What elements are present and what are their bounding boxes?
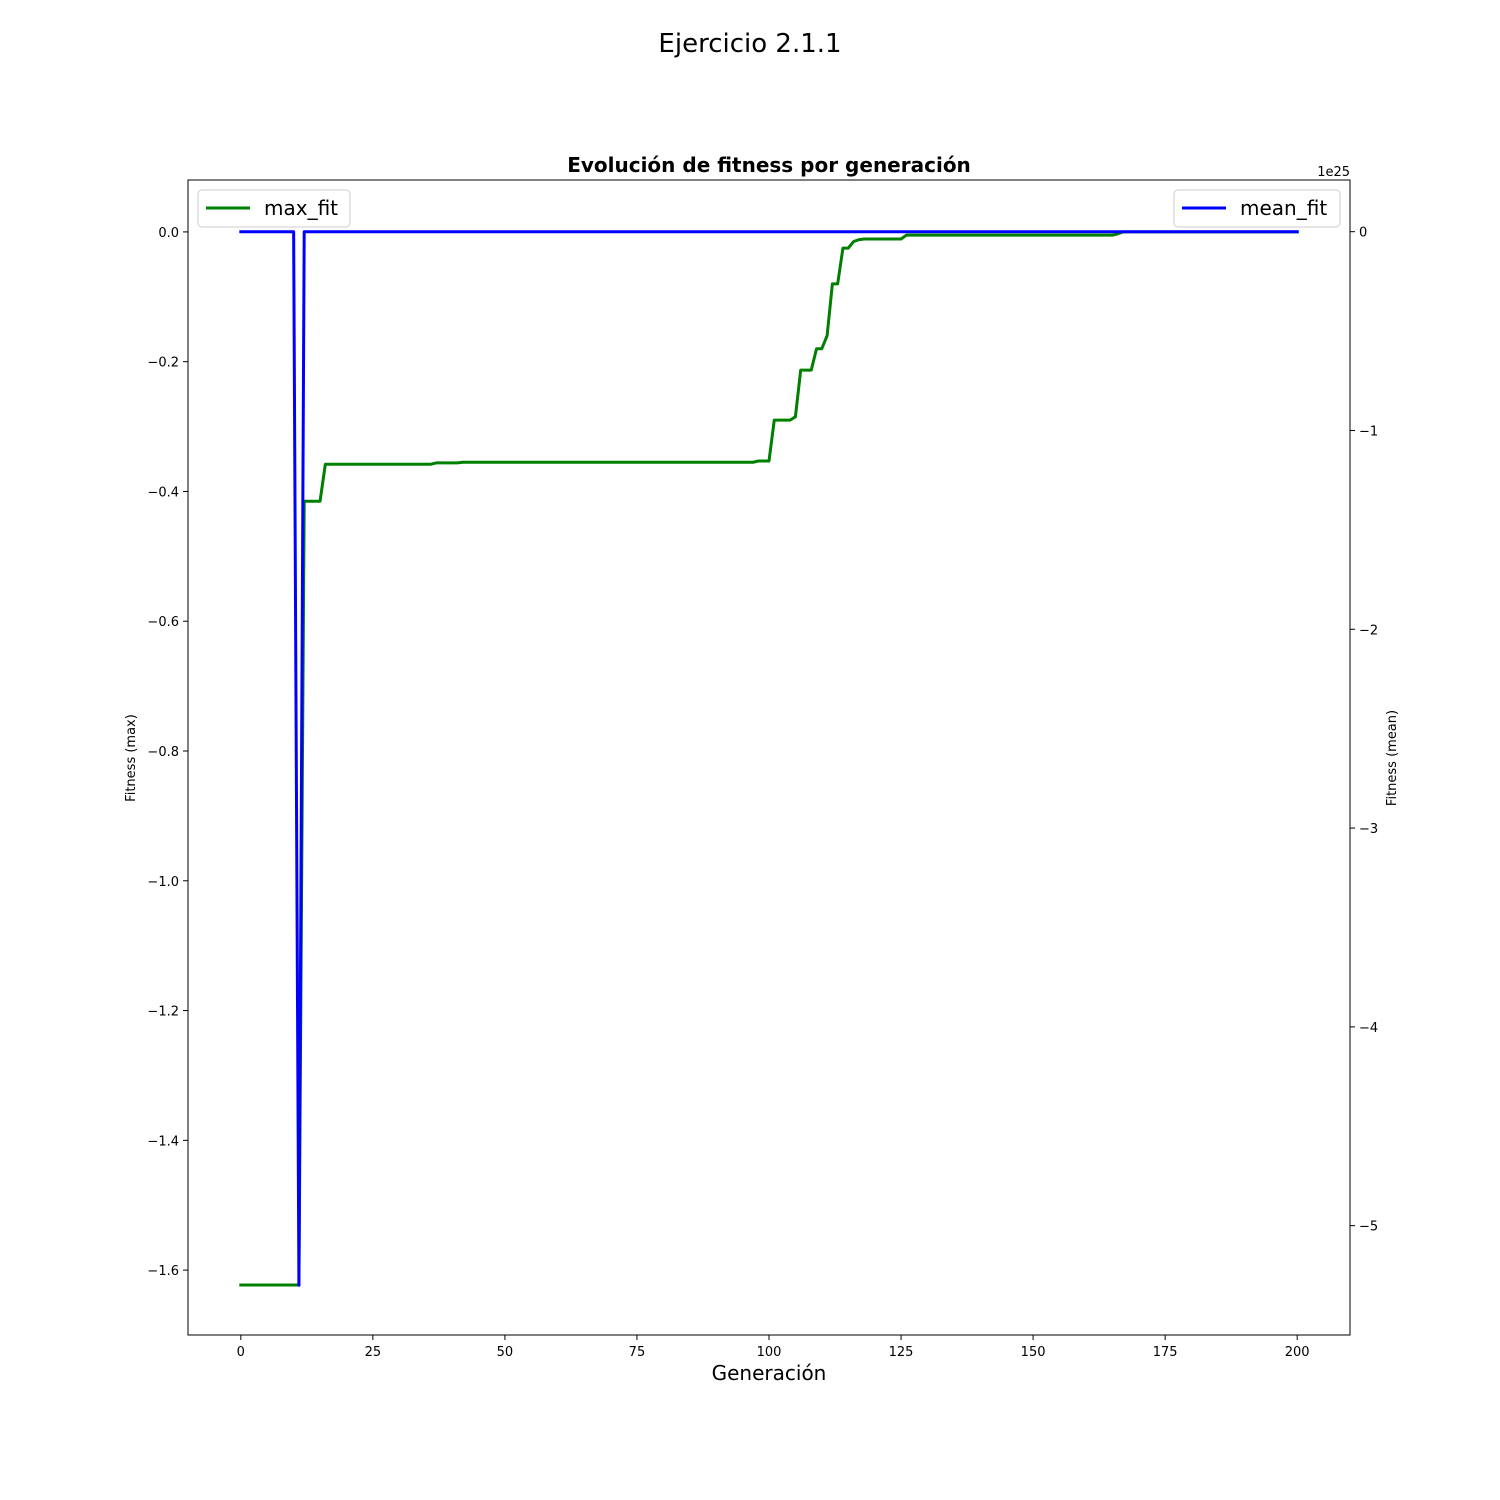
left-tick-label: −1.0: [147, 875, 179, 890]
right-y-axis: 0 −1 −2 −3 −4 −5: [1350, 226, 1378, 1235]
plot-area: [239, 230, 1299, 1287]
right-tick-label: −2: [1359, 623, 1378, 638]
x-axis-label: Generación: [712, 1361, 827, 1385]
series-line-mean-fit: [239, 230, 1299, 1287]
left-y-axis-label: Fitness (max): [124, 714, 139, 802]
x-tick-label: 200: [1285, 1345, 1310, 1360]
figure-suptitle: Ejercicio 2.1.1: [658, 29, 841, 59]
right-tick-label: −3: [1359, 822, 1378, 837]
x-tick-label: 125: [889, 1345, 914, 1360]
series-line-max-fit: [239, 230, 1299, 1287]
x-tick-label: 175: [1153, 1345, 1178, 1360]
left-tick-label: −1.4: [147, 1134, 179, 1149]
x-tick-label: 50: [497, 1345, 514, 1360]
left-tick-label: −0.8: [147, 745, 179, 760]
left-tick-label: −0.6: [147, 615, 179, 630]
x-tick-label: 25: [365, 1345, 382, 1360]
right-tick-label: −4: [1359, 1021, 1378, 1036]
axes-frame: [187, 179, 1351, 1336]
x-tick-label: 75: [629, 1345, 646, 1360]
right-axis-offset-text: 1e25: [1317, 165, 1350, 180]
right-y-axis-label: Fitness (mean): [1385, 710, 1400, 806]
legend-max-fit: max_fit: [197, 189, 351, 228]
left-tick-label: −0.2: [147, 356, 179, 371]
legend-label-mean-fit: mean_fit: [1240, 196, 1327, 220]
x-tick-label: 100: [757, 1345, 782, 1360]
left-y-axis: 0.0 −0.2 −0.4 −0.6 −0.8 −1.0 −1.2 −1.4 −1.6: [147, 226, 188, 1279]
legend-mean-fit: mean_fit: [1173, 189, 1341, 228]
x-axis: 0 25 50 75 100 125 150 175 200: [237, 1335, 1310, 1360]
right-tick-label: −5: [1359, 1220, 1378, 1235]
legend-label-max-fit: max_fit: [264, 196, 338, 220]
legend-box: [1173, 189, 1341, 228]
right-tick-label: 0: [1359, 226, 1367, 241]
left-tick-label: −1.6: [147, 1264, 179, 1279]
left-tick-label: −0.4: [147, 485, 179, 500]
x-tick-label: 150: [1021, 1345, 1046, 1360]
legend-box: [197, 189, 351, 228]
x-tick-label: 0: [237, 1345, 245, 1360]
left-tick-label: 0.0: [158, 226, 179, 241]
chart-title: Evolución de fitness por generación: [567, 153, 971, 177]
left-tick-label: −1.2: [147, 1005, 179, 1020]
right-tick-label: −1: [1359, 424, 1378, 439]
